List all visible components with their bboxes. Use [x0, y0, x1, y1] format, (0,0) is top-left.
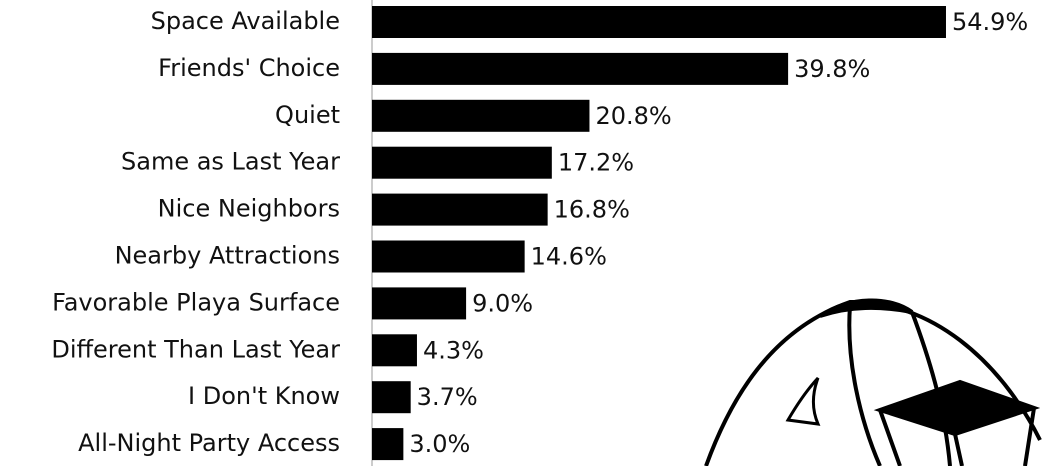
category-label: Different Than Last Year: [51, 335, 340, 363]
value-label: 16.8%: [554, 196, 630, 224]
bar: [372, 52, 789, 85]
category-label: Nice Neighbors: [158, 195, 340, 223]
value-label: 54.9%: [952, 8, 1028, 36]
value-label: 14.6%: [531, 243, 607, 271]
tent-outline: [704, 299, 1042, 466]
bar: [372, 6, 946, 38]
category-label: Friends' Choice: [158, 54, 340, 82]
category-label: Nearby Attractions: [115, 242, 340, 270]
category-label: I Don't Know: [188, 382, 340, 410]
value-label: 9.0%: [472, 289, 533, 317]
bar: [372, 334, 417, 367]
value-label: 17.2%: [558, 149, 634, 177]
bar: [372, 146, 552, 179]
category-label: All-Night Party Access: [78, 429, 340, 457]
value-label: 3.0%: [409, 430, 470, 458]
tent-seam: [847, 305, 882, 466]
category-label: Space Available: [151, 7, 340, 35]
bar: [372, 240, 525, 273]
cube-sides: [878, 407, 1036, 466]
bar: [372, 381, 411, 414]
bar: [372, 428, 404, 461]
value-label: 39.8%: [794, 55, 870, 83]
value-label: 3.7%: [417, 383, 478, 411]
value-label: 20.8%: [595, 102, 671, 130]
bar: [372, 287, 467, 320]
value-label: 4.3%: [423, 336, 484, 364]
category-label: Quiet: [275, 101, 340, 129]
category-label: Favorable Playa Surface: [52, 288, 340, 316]
tent-cap: [818, 298, 914, 318]
bar: [372, 193, 548, 226]
category-label: Same as Last Year: [121, 148, 340, 176]
tent-window: [785, 376, 821, 426]
tent-illustration: [704, 298, 1042, 466]
bar: [372, 99, 590, 132]
tent-seam: [910, 311, 952, 466]
